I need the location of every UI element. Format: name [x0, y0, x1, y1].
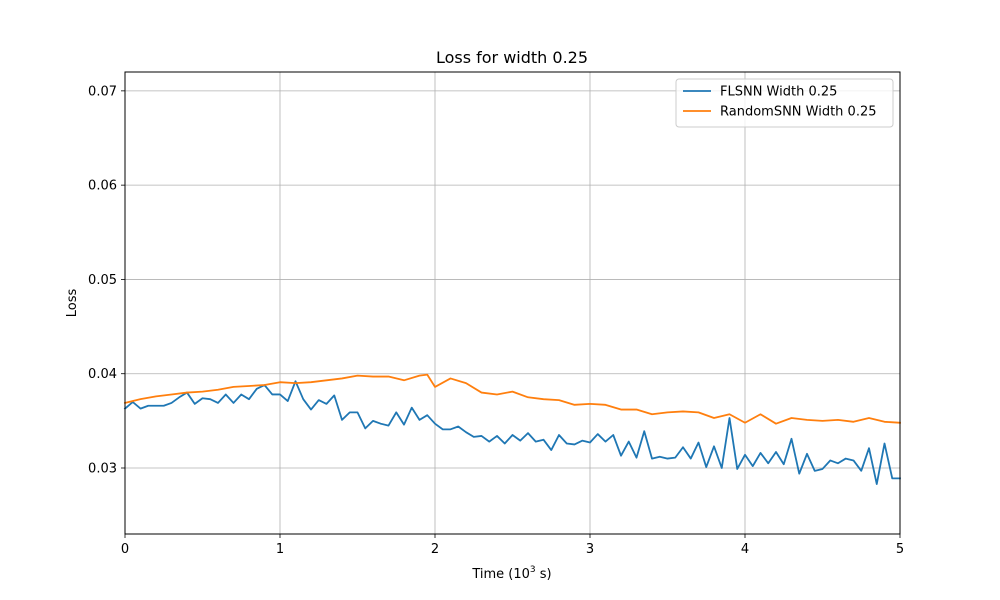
x-tick-label: 1	[276, 542, 284, 557]
legend-box	[675, 78, 894, 128]
x-axis-label-superscript: 3	[530, 565, 536, 575]
y-axis-ticks: 0.03 0.04 0.05 0.06 0.07	[88, 84, 125, 477]
x-tick-label: 3	[586, 542, 594, 557]
y-tick-label: 0.03	[88, 462, 117, 477]
x-tick-label: 4	[741, 542, 749, 557]
x-tick-label: 5	[896, 542, 904, 557]
legend-label: FLSNN Width 0.25	[720, 85, 837, 100]
y-tick-label: 0.05	[88, 273, 117, 288]
x-tick-label: 0	[121, 542, 129, 557]
chart-title: Loss for width 0.25	[436, 48, 588, 67]
x-axis-label-suffix: s)	[536, 567, 552, 582]
series-line-2	[123, 373, 901, 425]
series-line-1	[123, 380, 901, 485]
legend-label: RandomSNN Width 0.25	[720, 105, 877, 120]
x-axis-label-text: Time (10	[471, 567, 530, 582]
y-tick-label: 0.04	[88, 367, 117, 382]
plot-area-frame	[124, 71, 901, 535]
legend: FLSNN Width 0.25 RandomSNN Width 0.25	[675, 78, 894, 128]
y-axis-label: Loss	[65, 289, 80, 318]
y-tick-label: 0.07	[88, 84, 117, 99]
x-axis-label: Time (103 s)	[471, 565, 551, 582]
x-axis-ticks: 0 1 2 3 4 5	[121, 534, 904, 557]
y-tick-label: 0.06	[88, 179, 117, 194]
x-tick-label: 2	[431, 542, 439, 557]
series-lines	[123, 373, 901, 485]
